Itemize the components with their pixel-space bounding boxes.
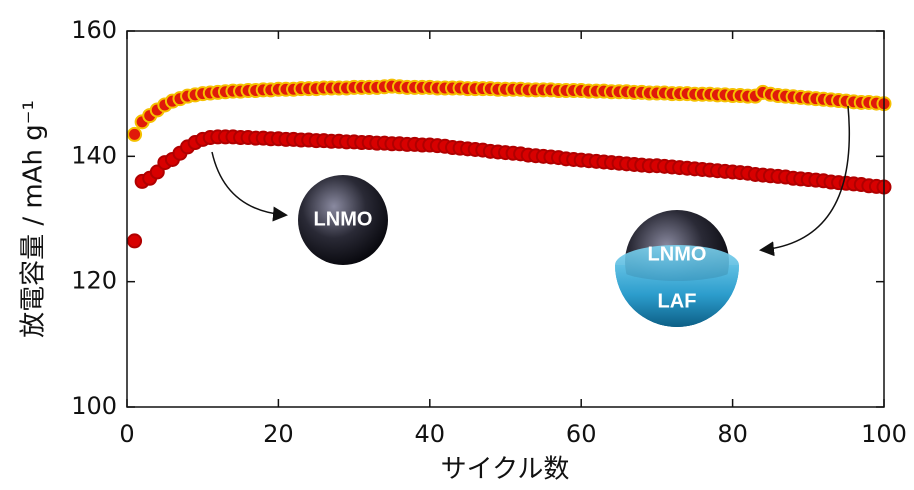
y-tick-label: 140: [71, 141, 117, 169]
chart: LNMO LNMO LAF サイクル数 放電容量 / mAh g⁻¹ 0 20 40…: [0, 0, 914, 490]
x-tick-label: 100: [861, 420, 907, 448]
annotation: LNMO: [314, 208, 373, 230]
x-tick-label: 0: [119, 420, 134, 448]
annotation: LAF: [658, 290, 697, 312]
page: {"chart_data": {"type": "scatter", "xlab…: [0, 0, 914, 490]
x-tick-label: 60: [566, 420, 597, 448]
y-axis-label: 放電容量 / mAh g⁻¹: [19, 100, 49, 338]
x-axis-label: サイクル数: [441, 455, 570, 485]
x-tick-label: 20: [263, 420, 294, 448]
arrow: [212, 152, 285, 215]
x-tick-label: 40: [415, 420, 446, 448]
point: [128, 234, 141, 247]
point: [128, 128, 141, 141]
y-tick-label: 120: [71, 267, 117, 295]
y-tick-label: 100: [71, 392, 117, 420]
y-tick-label: 160: [71, 16, 117, 44]
x-tick-label: 80: [717, 420, 748, 448]
annotation: LNMO: [648, 243, 707, 265]
